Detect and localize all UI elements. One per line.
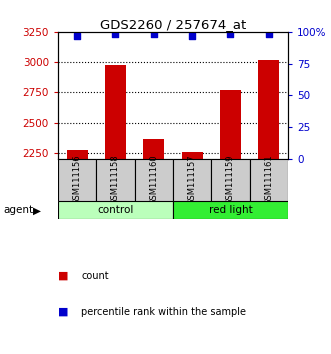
Bar: [96, 159, 135, 201]
Text: ■: ■: [58, 307, 69, 316]
Bar: [211, 159, 250, 201]
Text: GSM111161: GSM111161: [264, 155, 273, 205]
Bar: [258, 60, 279, 159]
Text: GSM111160: GSM111160: [149, 155, 158, 205]
Bar: [173, 159, 211, 201]
Bar: [67, 150, 88, 159]
Bar: [58, 201, 173, 219]
Point: [151, 32, 157, 37]
Bar: [58, 159, 96, 201]
Text: GSM111156: GSM111156: [72, 155, 82, 205]
Bar: [220, 90, 241, 159]
Text: percentile rank within the sample: percentile rank within the sample: [81, 307, 246, 316]
Bar: [182, 152, 203, 159]
Text: GSM111159: GSM111159: [226, 155, 235, 205]
Point: [189, 33, 195, 39]
Point: [266, 32, 271, 37]
Text: GSM111158: GSM111158: [111, 155, 120, 205]
Bar: [143, 139, 164, 159]
Text: ■: ■: [58, 271, 69, 281]
Text: control: control: [97, 205, 134, 215]
Text: red light: red light: [209, 205, 252, 215]
Title: GDS2260 / 257674_at: GDS2260 / 257674_at: [100, 18, 246, 31]
Point: [228, 32, 233, 37]
Bar: [250, 159, 288, 201]
Text: ▶: ▶: [33, 205, 41, 215]
Bar: [173, 201, 288, 219]
Text: agent: agent: [3, 205, 33, 215]
Bar: [105, 64, 126, 159]
Bar: [135, 159, 173, 201]
Text: GSM111157: GSM111157: [188, 155, 197, 205]
Point: [113, 32, 118, 37]
Text: count: count: [81, 271, 109, 281]
Point: [74, 33, 80, 39]
